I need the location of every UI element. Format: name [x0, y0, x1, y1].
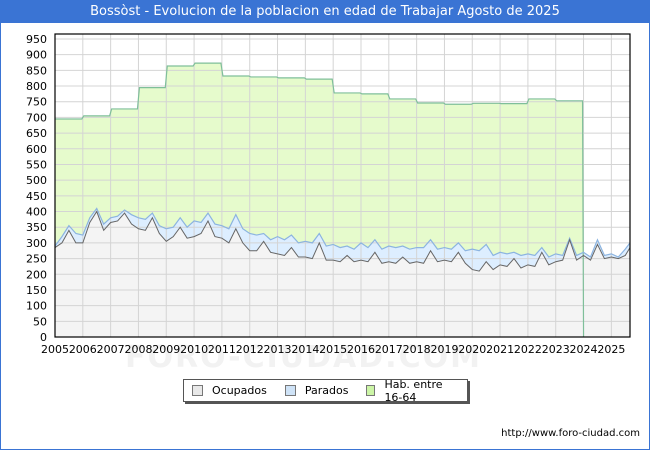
x-tick-label: 2019 — [430, 343, 458, 356]
y-tick-label: 700 — [26, 111, 47, 124]
legend-item-ocupados: Ocupados — [192, 384, 267, 397]
x-tick-label: 2021 — [486, 343, 514, 356]
y-tick-label: 100 — [26, 300, 47, 313]
x-tick-label: 2007 — [97, 343, 125, 356]
y-tick-label: 500 — [26, 174, 47, 187]
y-tick-label: 200 — [26, 268, 47, 281]
x-tick-label: 2024 — [570, 343, 598, 356]
y-tick-label: 800 — [26, 80, 47, 93]
x-tick-label: 2023 — [542, 343, 570, 356]
y-tick-label: 650 — [26, 127, 47, 140]
y-tick-label: 350 — [26, 221, 47, 234]
chart-title: Bossòst - Evolucion de la poblacion en e… — [0, 0, 650, 23]
x-tick-label: 2011 — [208, 343, 236, 356]
x-tick-label: 2005 — [41, 343, 69, 356]
x-tick-label: 2022 — [514, 343, 542, 356]
legend-swatch-ocupados — [192, 385, 203, 396]
x-tick-label: 2012 — [236, 343, 264, 356]
source-link[interactable]: http://www.foro-ciudad.com — [501, 428, 640, 439]
x-tick-label: 2017 — [375, 343, 403, 356]
legend-item-hab: Hab. entre 16-64 — [366, 378, 457, 404]
y-tick-label: 550 — [26, 158, 47, 171]
y-tick-label: 50 — [33, 315, 47, 328]
y-tick-label: 850 — [26, 64, 47, 77]
legend-label-ocupados: Ocupados — [212, 384, 267, 397]
watermark: FORO-CIUDAD.COM — [125, 340, 482, 375]
chart-plot: 0 50 100 150 200 250 300 350 400 450 500 550 600 650 7… — [26, 33, 631, 356]
y-tick-label: 450 — [26, 190, 47, 203]
x-tick-label: 2020 — [458, 343, 486, 356]
y-tick-label: 0 — [40, 331, 47, 344]
legend-swatch-parados — [284, 385, 296, 396]
x-tick-label: 2006 — [69, 343, 97, 356]
x-tick-label: 2014 — [291, 343, 319, 356]
y-tick-label: 300 — [26, 237, 47, 250]
x-tick-label: 2008 — [124, 343, 152, 356]
y-tick-label: 750 — [26, 96, 47, 109]
x-tick-label: 2015 — [319, 343, 347, 356]
y-tick-label: 950 — [26, 33, 47, 46]
x-tick-label: 2016 — [347, 343, 375, 356]
y-tick-label: 400 — [26, 206, 47, 219]
legend-swatch-hab — [366, 385, 376, 396]
x-tick-label: 2010 — [180, 343, 208, 356]
chart-legend: Ocupados Parados Hab. entre 16-64 — [183, 378, 468, 404]
x-tick-label: 2025 — [597, 343, 625, 356]
x-tick-label: 2013 — [264, 343, 292, 356]
y-tick-label: 250 — [26, 253, 47, 266]
legend-label-parados: Parados — [304, 384, 349, 397]
y-tick-label: 900 — [26, 49, 47, 62]
y-tick-label: 150 — [26, 284, 47, 297]
y-tick-label: 600 — [26, 143, 47, 156]
legend-item-parados: Parados — [284, 384, 349, 397]
x-tick-label: 2018 — [403, 343, 431, 356]
legend-label-hab: Hab. entre 16-64 — [384, 377, 443, 404]
x-tick-label: 2009 — [152, 343, 180, 356]
